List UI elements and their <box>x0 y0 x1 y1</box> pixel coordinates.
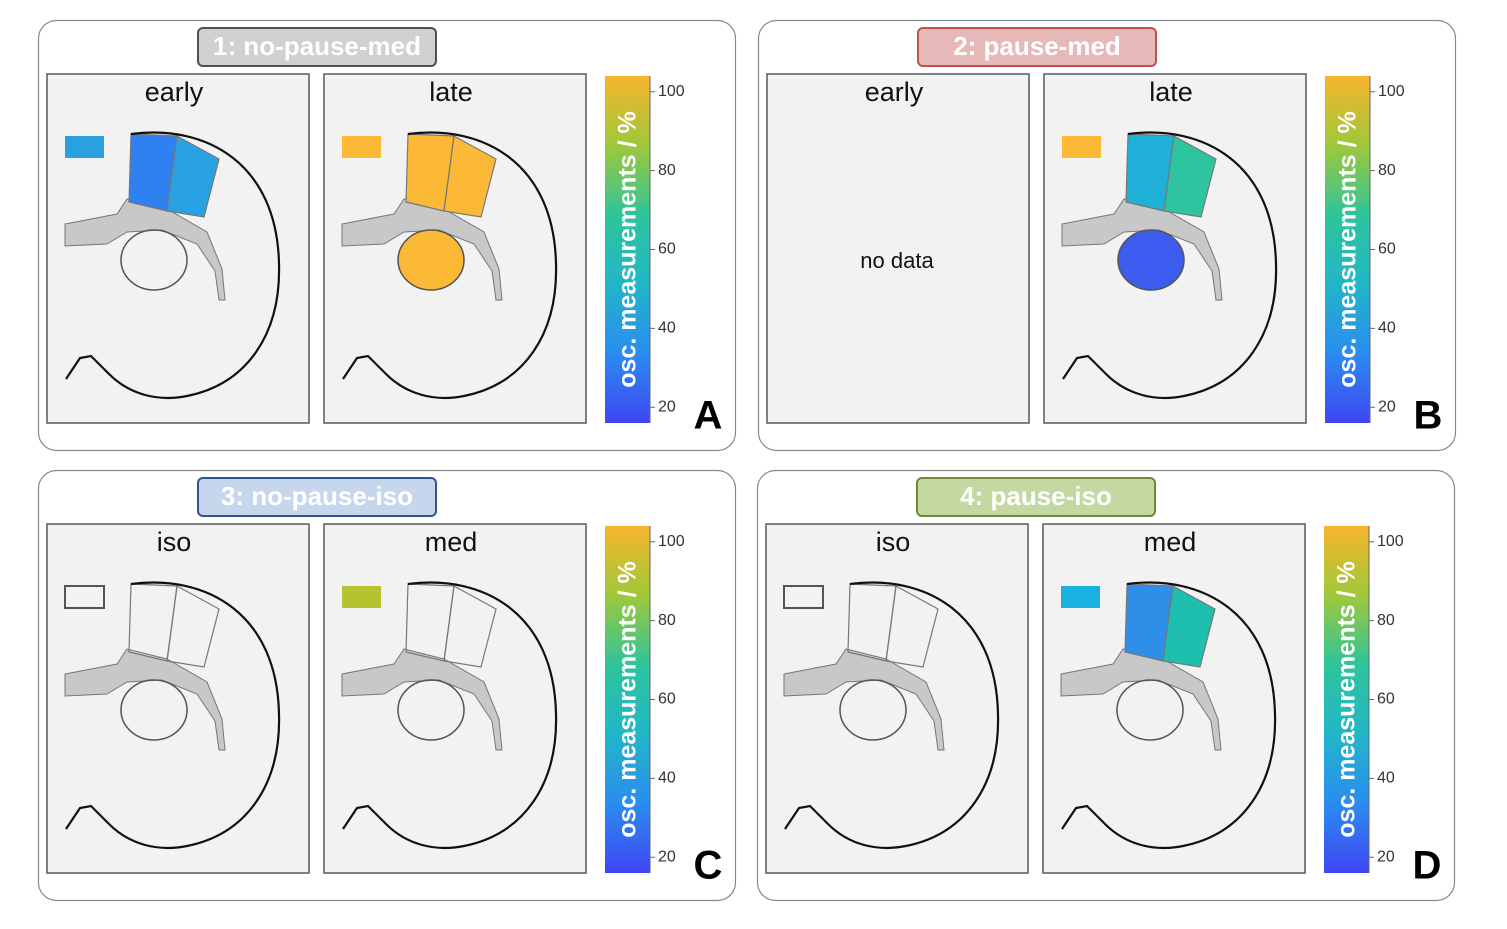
colorbar <box>605 76 650 423</box>
view-box <box>46 73 310 424</box>
colorbar-label: osc. measurements / % <box>614 561 642 838</box>
region-area2 <box>166 585 220 668</box>
view-label: late <box>429 77 473 107</box>
region-rect <box>342 586 381 608</box>
colorbar-tick-label: 80 <box>1377 612 1395 629</box>
view-box <box>766 73 1030 424</box>
no-data-note: no data <box>860 248 934 273</box>
brain-section <box>341 131 558 400</box>
gray-band <box>341 648 503 751</box>
region-core <box>1117 229 1185 291</box>
title-badge <box>197 477 437 517</box>
colorbar <box>1324 526 1369 873</box>
colorbar-tick-label: 100 <box>1378 83 1405 100</box>
colorbar-tick-label: 80 <box>1378 162 1396 179</box>
colorbar-tick-label: 20 <box>1378 398 1396 415</box>
region-core <box>397 679 465 741</box>
view-box <box>46 523 310 874</box>
colorbar-tick-label: 40 <box>658 770 676 787</box>
panel: no data early late 2: pause-med 20 40 60 80 100 o… <box>757 19 1457 452</box>
region-area2 <box>166 135 220 218</box>
title-badge <box>916 477 1156 517</box>
region-area2 <box>443 135 497 218</box>
colorbar-tick-label: 80 <box>658 612 676 629</box>
colorbar-tick-label: 100 <box>1377 533 1404 550</box>
region-core <box>397 229 465 291</box>
outline <box>1062 131 1278 400</box>
gray-band <box>783 648 945 751</box>
view-label: late <box>1149 77 1193 107</box>
panel: iso med 3: no-pause-iso 20 40 60 80 100 osc. mea… <box>37 469 737 902</box>
region-area2 <box>1163 135 1217 218</box>
panel-letter: A <box>694 394 723 438</box>
view-label: med <box>1144 527 1197 557</box>
colorbar-label: osc. measurements / % <box>1333 561 1361 838</box>
panel-letter: C <box>694 844 723 888</box>
panel-letter: B <box>1414 394 1443 438</box>
region-core <box>120 679 188 741</box>
colorbar-tick-label: 80 <box>658 162 676 179</box>
title-badge <box>197 27 437 67</box>
view-label: iso <box>876 527 911 557</box>
colorbar-tick-label: 100 <box>658 533 685 550</box>
region-core <box>1116 679 1184 741</box>
colorbar-tick-label: 20 <box>658 848 676 865</box>
outline <box>1061 581 1277 850</box>
panel-title: 4: pause-iso <box>960 481 1112 511</box>
colorbar <box>605 526 650 873</box>
title-badge <box>917 27 1157 67</box>
panel-letter: D <box>1413 844 1442 888</box>
region-area2 <box>1162 585 1216 668</box>
view-label: early <box>145 77 204 107</box>
brain-section <box>783 581 1000 850</box>
outline <box>342 581 558 850</box>
region-rect <box>783 585 824 609</box>
colorbar-tick-label: 40 <box>658 320 676 337</box>
brain-section <box>64 131 281 400</box>
region-rect <box>342 136 381 158</box>
colorbar-label: osc. measurements / % <box>1334 111 1362 388</box>
colorbar-tick-label: 40 <box>1377 770 1395 787</box>
colorbar-tick-label: 60 <box>1378 241 1396 258</box>
colorbar-tick-label: 20 <box>1377 848 1395 865</box>
region-core <box>120 229 188 291</box>
region-rect <box>64 585 105 609</box>
panel: iso med 4: pause-iso 20 40 60 80 100 osc. measur… <box>756 469 1456 902</box>
colorbar-tick-label: 40 <box>1378 320 1396 337</box>
colorbar-tick-label: 60 <box>658 241 676 258</box>
region-area2 <box>885 585 939 668</box>
colorbar <box>1325 76 1370 423</box>
region-area2 <box>443 585 497 668</box>
view-box <box>323 523 587 874</box>
view-label: early <box>865 77 924 107</box>
panel-title: 2: pause-med <box>953 31 1121 61</box>
brain-section <box>1061 131 1278 400</box>
outline <box>65 581 281 850</box>
brain-section <box>1060 581 1277 850</box>
colorbar-tick-label: 60 <box>1377 691 1395 708</box>
panel-title: 1: no-pause-med <box>213 31 421 61</box>
region-rect <box>1062 136 1101 158</box>
brain-section <box>64 581 281 850</box>
region-core <box>839 679 907 741</box>
panel-title: 3: no-pause-iso <box>221 481 413 511</box>
view-box <box>1042 523 1306 874</box>
brain-section <box>341 581 558 850</box>
outline <box>784 581 1000 850</box>
region-rect <box>65 136 104 158</box>
colorbar-tick-label: 100 <box>658 83 685 100</box>
region-rect <box>1061 586 1100 608</box>
outline <box>65 131 281 400</box>
colorbar-tick-label: 60 <box>658 691 676 708</box>
view-label: med <box>425 527 478 557</box>
panel: early late 1: no-pause-med 20 40 60 80 100 osc. … <box>37 19 737 452</box>
gray-band <box>64 648 226 751</box>
colorbar-label: osc. measurements / % <box>614 111 642 388</box>
outline <box>342 131 558 400</box>
view-label: iso <box>157 527 192 557</box>
view-box <box>765 523 1029 874</box>
colorbar-tick-label: 20 <box>658 398 676 415</box>
